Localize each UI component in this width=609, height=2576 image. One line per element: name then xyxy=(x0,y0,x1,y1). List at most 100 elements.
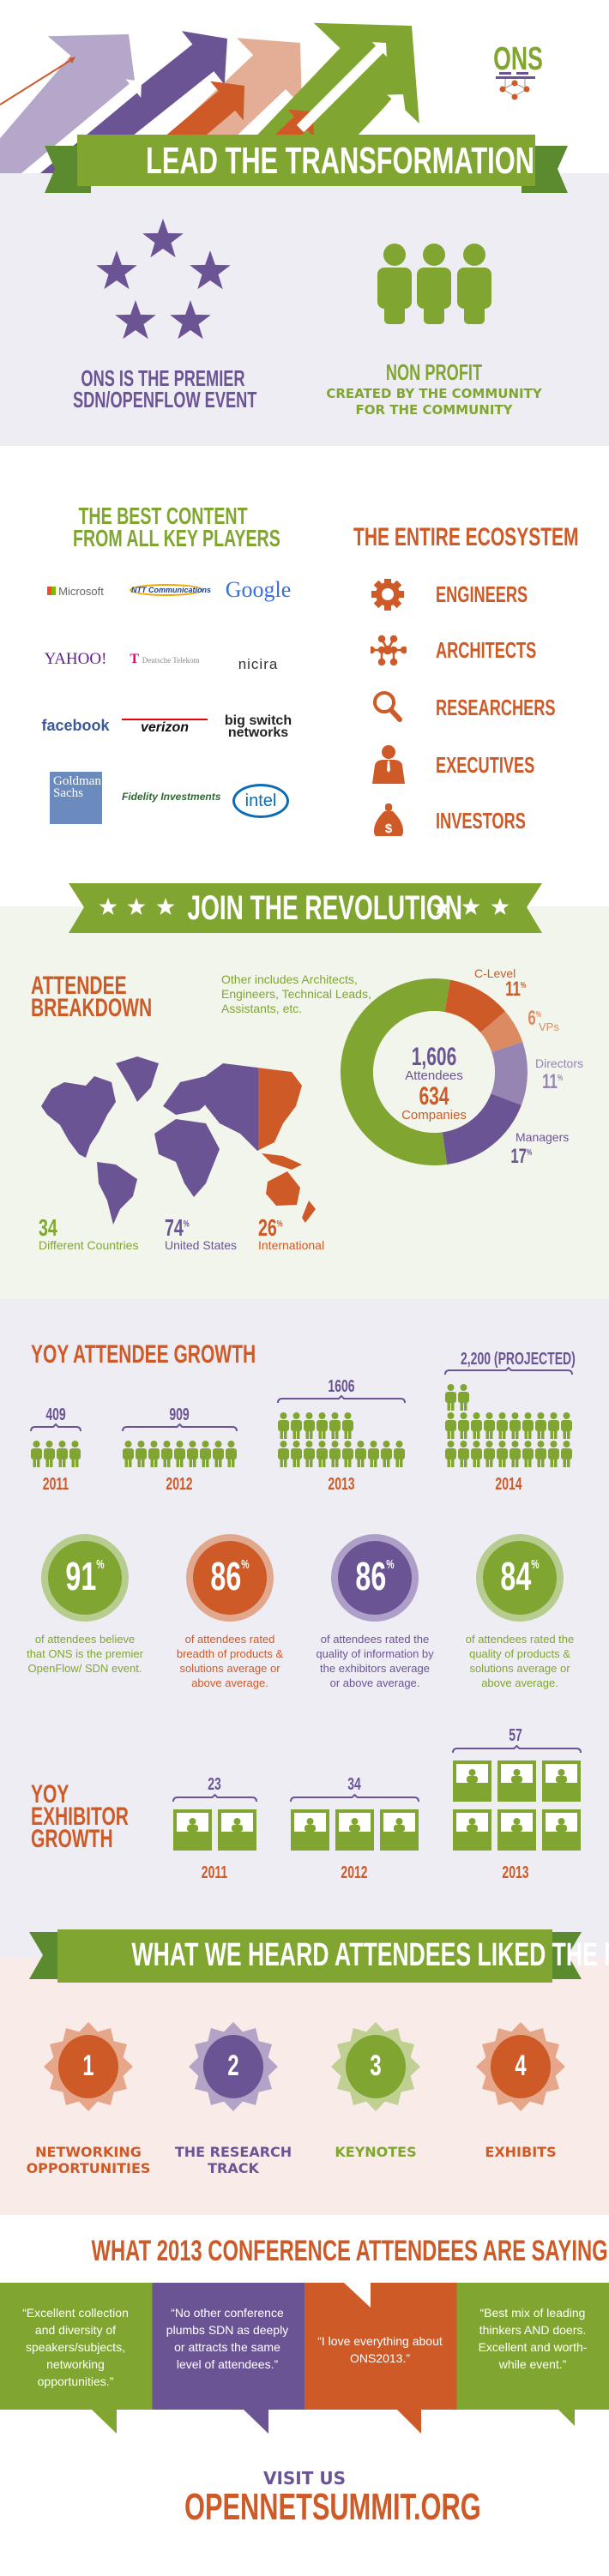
star-icon xyxy=(127,898,146,915)
attendee-growth-title: YOY ATTENDEE GROWTH xyxy=(31,1340,256,1369)
star-icon xyxy=(461,898,480,915)
value: 26 xyxy=(258,1214,277,1241)
website-link[interactable]: OPENNETSUMMIT.ORG xyxy=(184,2486,481,2528)
magnifier-icon xyxy=(373,691,402,722)
rank-2: 2 xyxy=(227,2049,239,2082)
label: TRACK xyxy=(208,2160,259,2176)
pct: % xyxy=(557,1074,564,1083)
logo-ntt: NTT Communications xyxy=(130,584,212,596)
companies-count: 634 xyxy=(419,1082,449,1110)
rating-2-value: 86% xyxy=(199,1556,260,1596)
arrow-icon xyxy=(296,42,387,133)
rating-circle xyxy=(338,1541,412,1615)
label: THE RESEARCH xyxy=(174,2144,292,2160)
breakdown-note: Other includes Architects, Engineers, Te… xyxy=(221,972,371,1015)
exhibitor-title-2: EXHIBITOR xyxy=(31,1803,129,1831)
logo-google: Google xyxy=(225,577,292,602)
ons-logo-text: ONS xyxy=(493,41,543,77)
star-icon xyxy=(170,300,211,340)
liked-banner-ribbon xyxy=(29,1929,582,1983)
thin-arrow-line xyxy=(0,57,75,105)
liked-item-2: THE RESEARCH TRACK xyxy=(169,2144,298,2176)
star-icon xyxy=(96,250,137,290)
rating-1-value: 91% xyxy=(54,1556,115,1596)
logo-facebook: facebook xyxy=(41,717,110,734)
donut-segment-vps xyxy=(480,1011,523,1053)
pct: % xyxy=(241,1557,250,1572)
label: KEYNOTES xyxy=(335,2144,417,2160)
intro-section-bg xyxy=(0,173,609,446)
bubble-tail xyxy=(243,2409,268,2434)
rank-4: 4 xyxy=(515,2049,527,2082)
clevel-value: 11% xyxy=(505,979,526,1000)
logo-nicira: nicira xyxy=(238,656,279,672)
logo-text: Microsoft xyxy=(58,585,104,598)
value: 84 xyxy=(500,1554,532,1598)
value: 86 xyxy=(210,1554,242,1598)
executive-person-icon xyxy=(372,745,405,784)
community-people-icon xyxy=(377,244,491,324)
year-2013: 2013 xyxy=(328,1475,355,1494)
count-2014: 2,200 (PROJECTED) xyxy=(461,1350,576,1369)
ecosystem-item-engineers: ENGINEERS xyxy=(436,581,528,607)
vps-label: VPs xyxy=(539,1020,559,1033)
star-icon xyxy=(491,898,510,915)
rating-1-text: of attendees believe that ONS is the pre… xyxy=(27,1633,143,1675)
best-content-title-1: THE BEST CONTENT xyxy=(78,503,248,529)
ecosystem-title: THE ENTIRE ECOSYSTEM xyxy=(353,523,579,551)
donut-segment-other xyxy=(340,978,450,1166)
liked-rank-badges xyxy=(44,2022,565,2111)
managers-label: Managers xyxy=(516,1130,570,1144)
logo-yahoo: YAHOO! xyxy=(44,650,107,668)
logo-big-switch: big switch networks xyxy=(224,713,292,740)
person-icon xyxy=(417,244,451,324)
star-icon xyxy=(99,898,118,915)
us-label: United States xyxy=(165,1238,238,1252)
label: NETWORKING xyxy=(35,2144,142,2160)
us-value: 74% xyxy=(165,1216,190,1240)
quote-bubble xyxy=(0,2283,153,2410)
head xyxy=(423,244,445,266)
best-content-title-2: FROM ALL KEY PLAYERS xyxy=(73,525,280,551)
logo-microsoft: Microsoft xyxy=(33,585,118,598)
person-icon xyxy=(457,244,491,324)
logo-intel: intel xyxy=(232,784,289,818)
pct: % xyxy=(183,1219,190,1230)
exhibitors-2011: 23 xyxy=(208,1775,221,1794)
quotes-title: WHAT 2013 CONFERENCE ATTENDEES ARE SAYIN… xyxy=(91,2235,608,2267)
rank-3: 3 xyxy=(370,2049,382,2082)
attendee-donut-chart xyxy=(340,978,528,1166)
donut-segment-c-level xyxy=(444,979,506,1032)
value: 6 xyxy=(528,1007,536,1030)
rating-circles xyxy=(41,1534,564,1622)
label: EXHIBITS xyxy=(485,2144,557,2160)
liked-item-4: EXHIBITS xyxy=(456,2144,585,2160)
bubble-tail xyxy=(558,2409,575,2426)
rank-circle xyxy=(346,2035,406,2098)
value: 74 xyxy=(165,1214,184,1241)
legs xyxy=(424,292,444,324)
star-icon xyxy=(156,898,175,915)
exhibitor-year-2013: 2013 xyxy=(502,1863,529,1882)
logo-fidelity: Fidelity Investments xyxy=(122,791,221,803)
value: 17 xyxy=(510,1145,528,1168)
quote-1: “Excellent collection and diversity of s… xyxy=(22,2306,129,2388)
microsoft-squares-icon xyxy=(47,587,57,595)
rating-3-text: of attendees rated the quality of inform… xyxy=(316,1633,434,1689)
ecosystem-item-investors: INVESTORS xyxy=(436,808,526,834)
logo-text: Deutsche Telekom xyxy=(142,656,200,665)
logo-verizon: verizon xyxy=(122,719,208,736)
value: 91 xyxy=(65,1554,97,1598)
pct: % xyxy=(520,981,527,990)
join-banner-ribbon xyxy=(69,883,542,933)
clevel-label: C-Level xyxy=(474,966,516,980)
star-icon xyxy=(142,219,184,258)
rank-circle xyxy=(491,2035,551,2098)
thin-arrow-head xyxy=(69,57,75,63)
exhibitor-title-1: YOY xyxy=(31,1780,69,1809)
value: 86 xyxy=(355,1554,387,1598)
label: OPPORTUNITIES xyxy=(26,2160,151,2176)
non-profit-sub-2: FOR THE COMMUNITY xyxy=(355,402,513,418)
money-bag-icon: $ xyxy=(373,803,404,836)
